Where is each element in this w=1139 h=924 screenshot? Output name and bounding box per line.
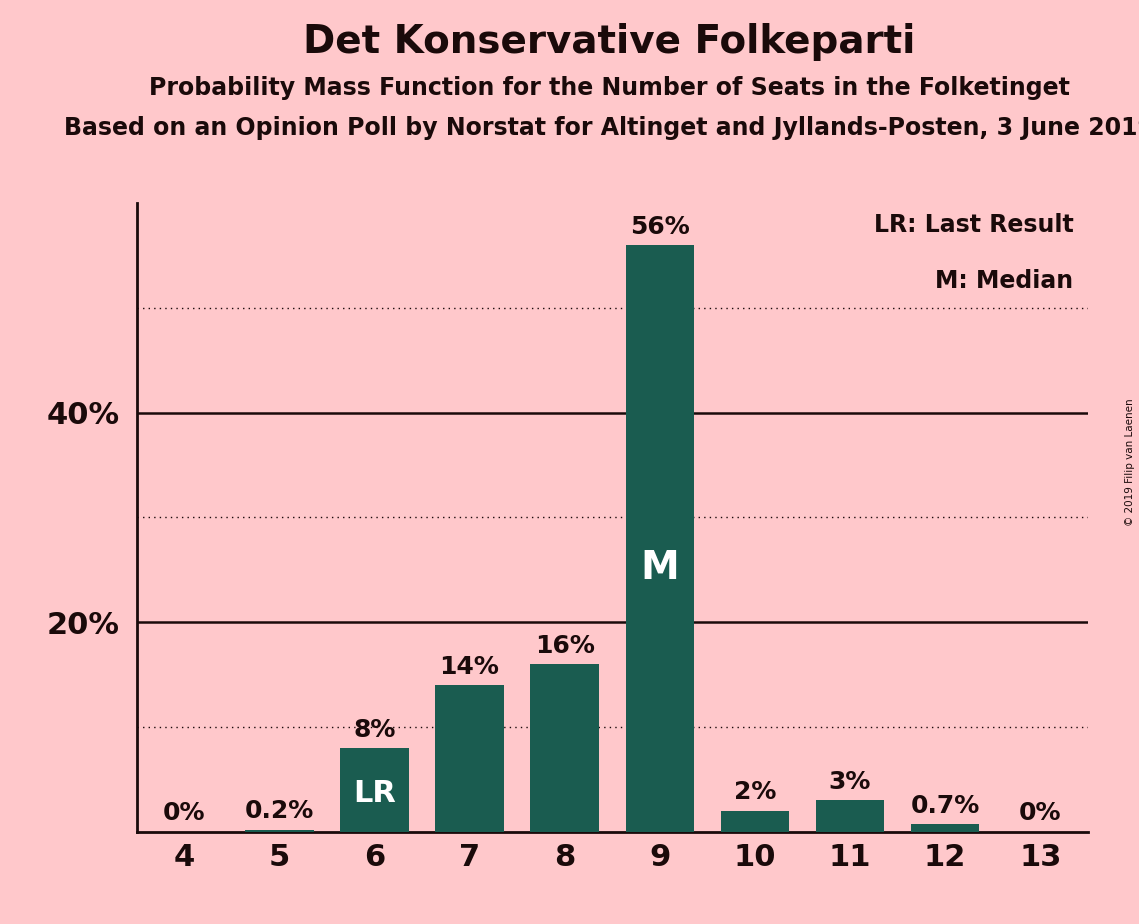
Text: 0%: 0% [1019,801,1062,825]
Text: 56%: 56% [630,215,689,239]
Text: Det Konservative Folkeparti: Det Konservative Folkeparti [303,23,916,61]
Bar [721,810,789,832]
Text: M: Median: M: Median [935,269,1073,293]
Bar [341,748,409,832]
Bar [531,664,599,832]
Text: Probability Mass Function for the Number of Seats in the Folketinget: Probability Mass Function for the Number… [149,76,1070,100]
Bar [625,245,694,832]
Text: LR: LR [353,780,396,808]
Text: Based on an Opinion Poll by Norstat for Altinget and Jyllands-Posten, 3 June 201: Based on an Opinion Poll by Norstat for … [65,116,1139,140]
Bar [911,824,980,832]
Text: 2%: 2% [734,781,776,805]
Text: 14%: 14% [440,655,500,679]
Text: © 2019 Filip van Laenen: © 2019 Filip van Laenen [1125,398,1134,526]
Text: 3%: 3% [829,770,871,794]
Bar [245,830,313,832]
Text: M: M [640,549,679,587]
Text: 0.2%: 0.2% [245,799,314,823]
Bar [816,800,884,832]
Text: 8%: 8% [353,718,395,742]
Text: 0.7%: 0.7% [910,794,980,818]
Bar [435,685,503,832]
Text: 0%: 0% [163,801,205,825]
Text: LR: Last Result: LR: Last Result [874,213,1073,237]
Text: 16%: 16% [534,634,595,658]
